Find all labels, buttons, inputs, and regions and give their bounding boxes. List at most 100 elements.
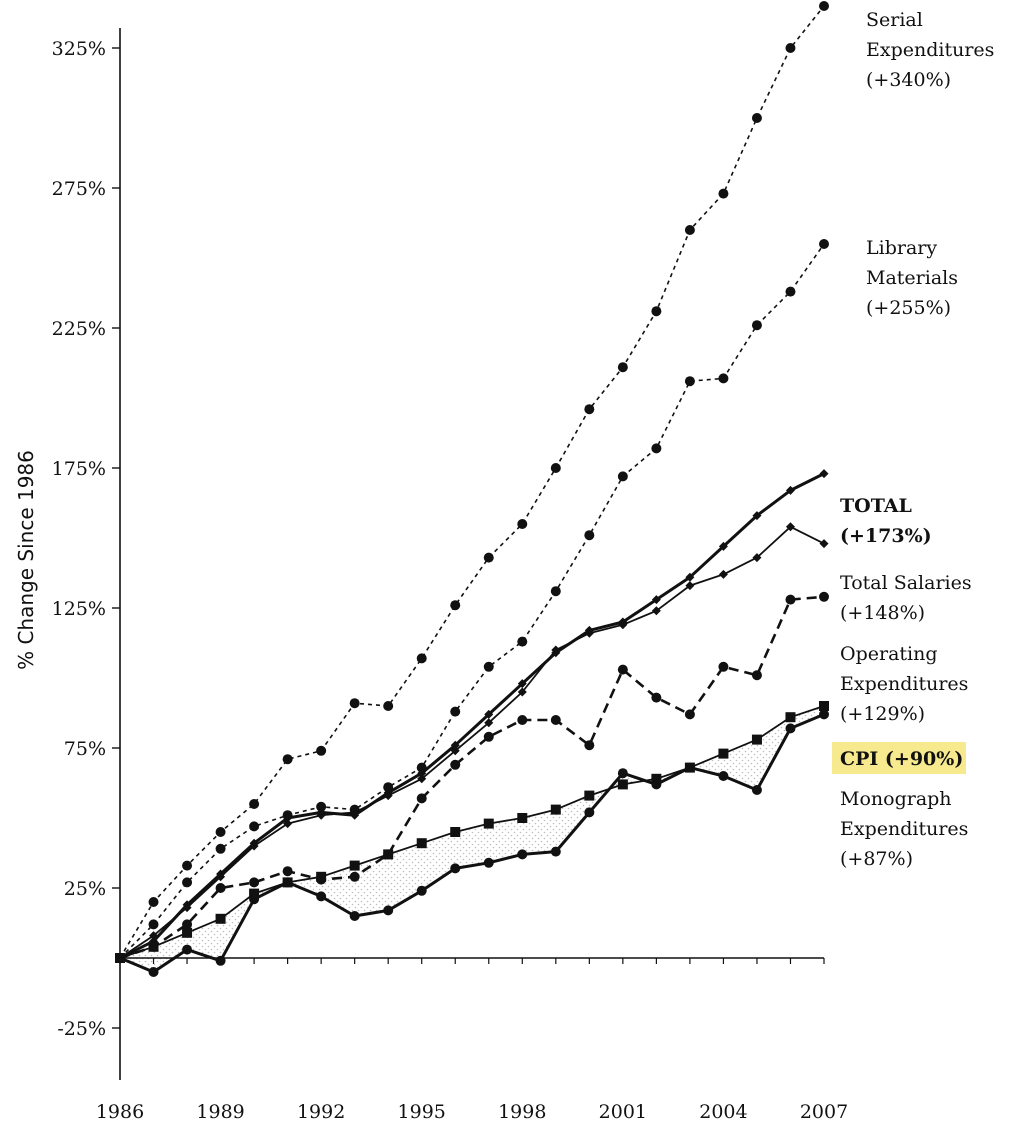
data-point-operating-expenditures xyxy=(282,866,293,877)
data-point-total-salaries xyxy=(249,841,259,851)
data-point-library-materials xyxy=(483,661,494,672)
series-label-operating-expenditures: Expenditures xyxy=(840,673,968,695)
data-point-monograph-expenditures xyxy=(483,857,494,868)
y-tick-label: 275% xyxy=(52,178,106,200)
data-point-serial-expenditures xyxy=(718,188,729,199)
data-point-library-materials xyxy=(819,239,829,249)
data-point-cpi xyxy=(651,773,662,784)
data-point-monograph-expenditures xyxy=(416,885,427,896)
x-tick-label: 1986 xyxy=(96,1101,144,1123)
series-label-total: TOTAL xyxy=(840,495,912,517)
data-point-library-materials xyxy=(617,471,628,482)
data-point-total-salaries xyxy=(517,687,527,697)
series-label-operating-expenditures: Operating xyxy=(840,643,938,665)
data-point-operating-expenditures xyxy=(751,670,762,681)
data-point-serial-expenditures xyxy=(651,306,662,317)
series-lines xyxy=(119,5,825,974)
data-point-cpi xyxy=(416,838,427,849)
data-point-cpi xyxy=(617,779,628,790)
series-line-total xyxy=(119,472,825,960)
data-point-library-materials xyxy=(584,530,595,541)
data-point-serial-expenditures xyxy=(383,701,394,711)
data-point-cpi xyxy=(182,927,193,938)
series-line-operating-expenditures xyxy=(119,595,825,960)
data-point-operating-expenditures xyxy=(617,664,628,675)
data-point-total-salaries xyxy=(618,620,628,630)
data-point-cpi xyxy=(785,712,796,723)
data-point-total xyxy=(718,541,728,551)
data-point-library-materials xyxy=(651,443,662,454)
series-label-monograph-expenditures: Expenditures xyxy=(840,818,968,840)
data-point-total-salaries xyxy=(316,810,326,820)
data-point-monograph-expenditures xyxy=(316,891,327,902)
data-point-monograph-expenditures xyxy=(517,849,528,860)
data-point-monograph-expenditures xyxy=(215,955,226,966)
data-point-serial-expenditures xyxy=(483,552,494,563)
series-line-serial-expenditures xyxy=(119,5,825,959)
data-point-operating-expenditures xyxy=(684,709,695,720)
data-point-total xyxy=(785,485,795,495)
data-point-total-salaries xyxy=(149,931,159,941)
data-point-serial-expenditures xyxy=(785,43,796,53)
data-point-total xyxy=(417,768,427,778)
data-point-cpi xyxy=(148,941,159,952)
data-point-total-salaries xyxy=(383,791,393,801)
data-point-operating-expenditures xyxy=(483,731,494,742)
data-point-library-materials xyxy=(182,877,193,888)
series-label-monograph-expenditures: Monograph xyxy=(840,788,952,810)
data-point-serial-expenditures xyxy=(182,860,193,871)
y-tick-label: 75% xyxy=(64,738,106,760)
data-point-monograph-expenditures xyxy=(584,807,595,818)
data-point-monograph-expenditures xyxy=(751,785,762,795)
series-line-library-materials xyxy=(119,243,825,959)
data-point-monograph-expenditures xyxy=(651,779,662,790)
x-tick-label: 1992 xyxy=(297,1101,345,1123)
series-label-cpi: CPI (+90%) xyxy=(840,748,963,770)
data-point-library-materials xyxy=(383,782,394,793)
x-tick-label: 1995 xyxy=(398,1101,446,1123)
data-point-serial-expenditures xyxy=(517,519,528,529)
data-point-library-materials xyxy=(416,762,427,773)
data-point-cpi xyxy=(450,827,461,837)
data-point-total-salaries xyxy=(785,522,795,532)
data-point-cpi xyxy=(751,734,762,745)
data-point-total-salaries xyxy=(450,746,460,756)
data-point-library-materials xyxy=(550,586,561,597)
series-label-library-materials: (+255%) xyxy=(866,297,951,319)
x-tick-label: 2007 xyxy=(800,1101,848,1123)
data-point-operating-expenditures xyxy=(718,661,729,672)
series-label-total-salaries: (+148%) xyxy=(840,602,925,624)
data-point-monograph-expenditures xyxy=(182,944,193,955)
data-point-total-salaries xyxy=(752,553,762,563)
data-point-cpi xyxy=(819,701,829,711)
data-point-total xyxy=(517,679,527,689)
cpi-monograph-gap-shading xyxy=(120,706,824,972)
data-point-monograph-expenditures xyxy=(349,911,360,921)
data-point-serial-expenditures xyxy=(148,897,159,907)
data-point-monograph-expenditures xyxy=(282,877,293,888)
y-tick-label: 125% xyxy=(52,598,106,620)
data-point-total xyxy=(484,709,494,719)
data-point-cpi xyxy=(584,790,595,801)
data-point-total-salaries xyxy=(685,581,695,591)
data-point-operating-expenditures xyxy=(349,871,360,882)
series-labels: Serial Expenditures (+340%) Library Material… xyxy=(832,9,994,870)
y-tick-label: 175% xyxy=(52,458,106,480)
data-point-serial-expenditures xyxy=(316,745,327,756)
data-point-library-materials xyxy=(450,706,461,717)
data-point-cpi xyxy=(483,818,494,829)
data-point-operating-expenditures xyxy=(416,793,427,804)
data-point-monograph-expenditures xyxy=(617,768,628,779)
data-point-total-salaries xyxy=(718,569,728,579)
data-point-operating-expenditures xyxy=(785,594,796,605)
data-point-cpi xyxy=(718,748,729,759)
data-point-total-salaries xyxy=(283,819,293,829)
data-point-library-materials xyxy=(751,320,762,331)
data-point-operating-expenditures xyxy=(215,883,226,893)
x-tick-label: 1998 xyxy=(498,1101,546,1123)
series-label-library-materials: Materials xyxy=(866,267,958,289)
data-point-operating-expenditures xyxy=(517,715,528,725)
series-markers xyxy=(115,1,829,977)
data-point-monograph-expenditures xyxy=(785,723,796,734)
data-point-operating-expenditures xyxy=(450,759,461,770)
